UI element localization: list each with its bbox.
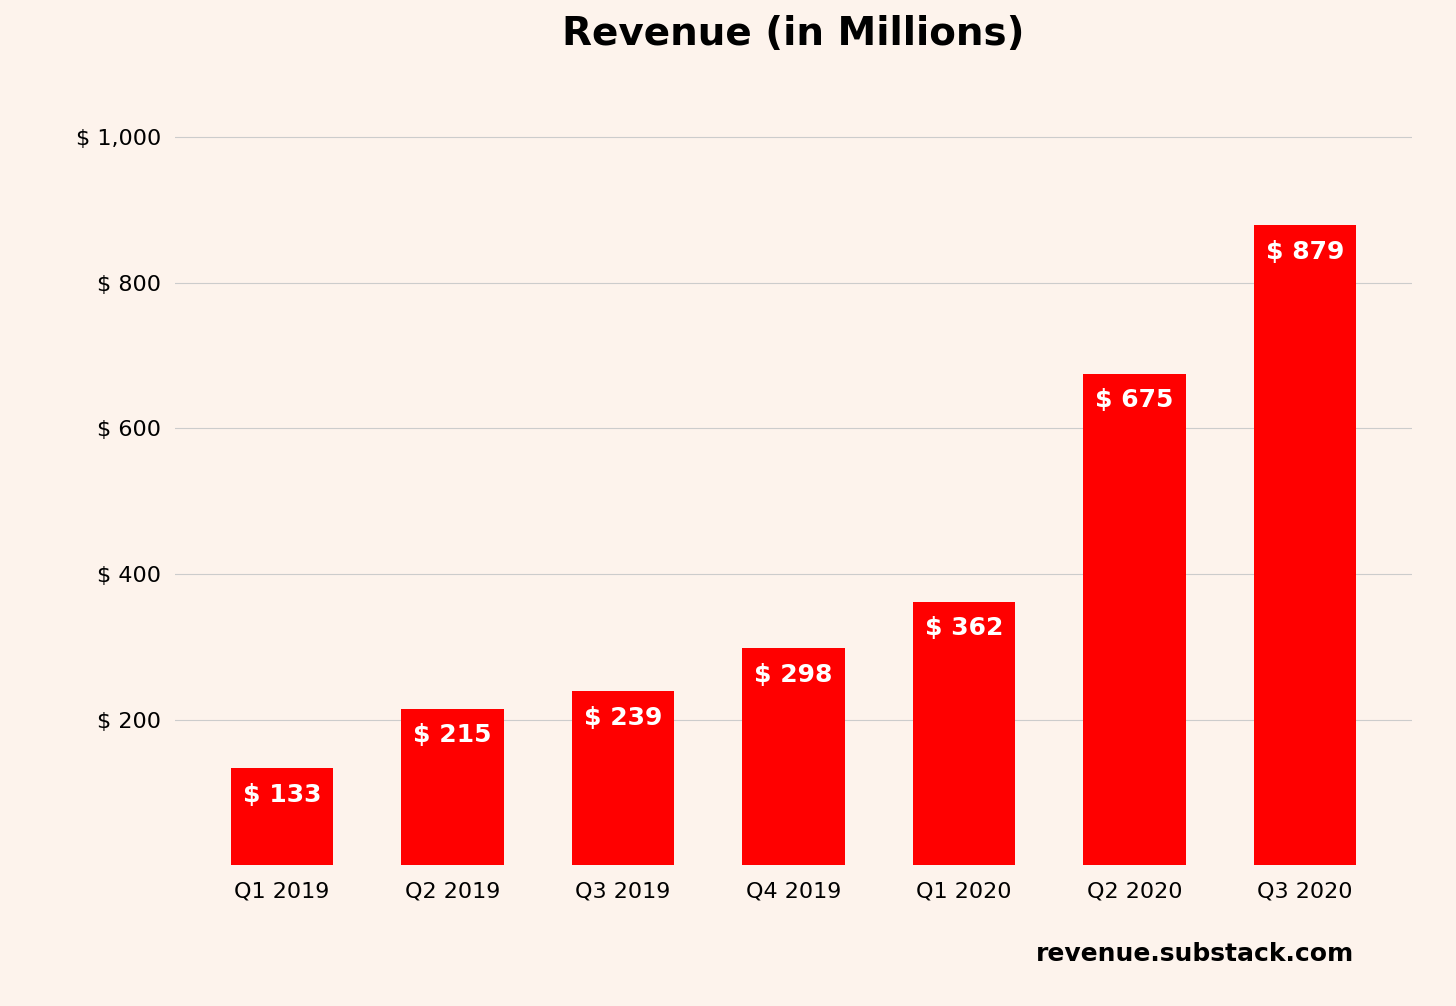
Bar	[1083, 373, 1185, 865]
Text: $ 239: $ 239	[584, 705, 662, 729]
Bar	[743, 648, 844, 865]
Text: $ 879: $ 879	[1265, 239, 1344, 264]
Bar	[572, 691, 674, 865]
Bar	[402, 708, 504, 865]
Bar	[913, 602, 1015, 865]
Text: revenue.substack.com: revenue.substack.com	[1035, 942, 1354, 966]
Text: $ 362: $ 362	[925, 616, 1003, 640]
Text: $ 298: $ 298	[754, 663, 833, 687]
Text: $ 133: $ 133	[243, 783, 322, 807]
Bar	[232, 769, 333, 865]
Text: $ 215: $ 215	[414, 723, 492, 747]
Bar	[1254, 225, 1356, 865]
Title: Revenue (in Millions): Revenue (in Millions)	[562, 15, 1025, 53]
Text: $ 675: $ 675	[1095, 388, 1174, 412]
